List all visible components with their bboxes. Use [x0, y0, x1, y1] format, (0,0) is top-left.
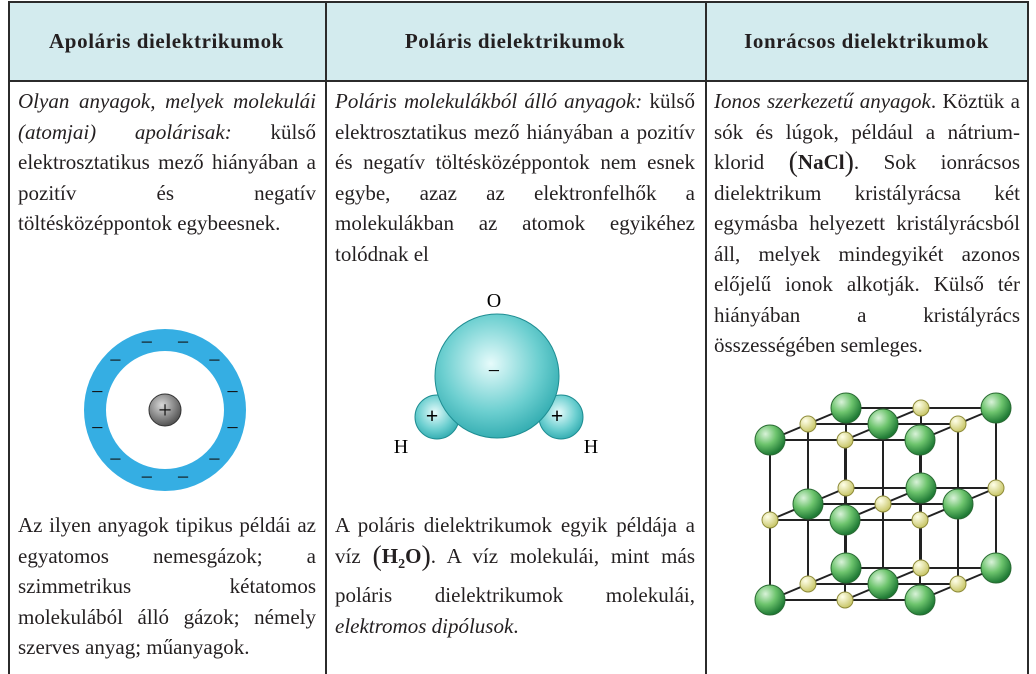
shell-charge: − — [141, 329, 153, 354]
sodium-ion — [799, 415, 817, 433]
header-cell: Poláris dielektrikumok — [325, 2, 705, 80]
text-run: H — [381, 543, 399, 568]
text-run: . Sok ionrácsos dielektrikum kristályrác… — [714, 150, 1020, 357]
sodium-ion — [987, 479, 1005, 497]
header-cell: Ionrácsos dielektrikumok — [705, 2, 1028, 80]
atom-label: H — [394, 436, 408, 458]
chlorine-ion — [980, 392, 1012, 424]
chlorine-ion — [942, 488, 974, 520]
shell-charge: − — [177, 329, 189, 354]
text-run: külső elektrosztatikus mező hiányában a … — [335, 89, 695, 266]
text-run: NaCl — [797, 150, 845, 174]
text-run: ) — [844, 147, 854, 178]
text-run: ( — [372, 540, 382, 572]
cell-text: Olyan anyagok, melyek molekulái (atomjai… — [18, 86, 316, 239]
chlorine-ion — [904, 584, 936, 616]
table-border — [8, 80, 1028, 82]
text-run: A poláris dielektrikumok egyik példája a… — [335, 513, 695, 568]
chlorine-ion — [867, 568, 899, 600]
text-run: ) — [421, 540, 431, 572]
sodium-ion — [761, 511, 779, 529]
text-run: külső elektrosztatikus mező hiányában a … — [18, 119, 316, 236]
shell-charge: − — [109, 446, 121, 471]
oxygen-atom — [434, 313, 560, 439]
text-run: elektromos dipólusok — [335, 613, 514, 638]
nucleus — [148, 393, 182, 427]
sodium-ion — [874, 495, 892, 513]
table-border — [705, 1, 707, 674]
shell-charge: − — [109, 348, 121, 373]
text-run: 2 — [398, 556, 406, 572]
table-border — [325, 1, 327, 674]
table-border — [1027, 1, 1029, 674]
text-run: . A víz molekulái, mint más poláris diel… — [335, 543, 695, 608]
sodium-ion — [911, 511, 929, 529]
header-cell: Apoláris dielektrikumok — [8, 2, 325, 80]
cell-text: Poláris molekulákból álló anyagok: külső… — [335, 86, 695, 269]
chlorine-ion — [830, 552, 862, 584]
shell-charge: − — [141, 465, 153, 490]
shell-charge: − — [208, 446, 220, 471]
atom-label: H — [584, 436, 598, 458]
shell-charge: − — [91, 415, 103, 440]
shell-charge: − — [91, 379, 103, 404]
charge-label: + — [551, 403, 564, 428]
chlorine-ion — [905, 472, 937, 504]
sodium-ion — [912, 399, 930, 417]
chlorine-ion — [829, 504, 861, 536]
text-run: Poláris molekulákból álló anyagok: — [335, 89, 643, 113]
water-figure: O − + + H H — [394, 290, 598, 458]
shell-charge: − — [177, 465, 189, 490]
chlorine-ion — [980, 552, 1012, 584]
cell-text: A poláris dielektrikumok egyik példája a… — [335, 510, 695, 641]
nucleus-charge: + — [158, 398, 172, 424]
sodium-ion — [912, 559, 930, 577]
text-run: ( — [788, 147, 798, 178]
table-border — [8, 1, 10, 674]
chlorine-ion — [754, 584, 786, 616]
text-run: Ionos szerkezetű anyagok — [714, 89, 931, 113]
text-run: O — [405, 543, 422, 568]
cell-text: Az ilyen anyagok tipikus példái az egyat… — [18, 510, 316, 663]
electron-shell — [84, 329, 246, 491]
table-border — [8, 1, 1028, 3]
text-run: . Köztük a sók és lúgok, például a nátri… — [714, 89, 1020, 174]
crystal-figure — [754, 392, 1012, 616]
sodium-ion — [836, 431, 854, 449]
sodium-ion — [949, 415, 967, 433]
atom-label: O — [487, 290, 501, 312]
chlorine-ion — [904, 424, 936, 456]
shell-charge: − — [226, 415, 238, 440]
shell-charge: − — [208, 348, 220, 373]
sodium-ion — [837, 479, 855, 497]
cell-text: Ionos szerkezetű anyagok. Köztük a sók é… — [714, 86, 1020, 361]
sodium-ion — [949, 575, 967, 593]
chlorine-ion — [792, 488, 824, 520]
text-run: Az ilyen anyagok tipikus példái az egyat… — [18, 513, 316, 659]
chlorine-ion — [867, 408, 899, 440]
charge-label: − — [488, 358, 500, 383]
chlorine-ion — [754, 424, 786, 456]
atom-figure: + −−−−−−−−−−−− — [84, 329, 246, 491]
sodium-ion — [799, 575, 817, 593]
charge-label: + — [426, 403, 439, 428]
shell-charge: − — [226, 379, 238, 404]
chlorine-ion — [830, 392, 862, 424]
sodium-ion — [836, 591, 854, 609]
text-run: Olyan anyagok, melyek molekulái (atomjai… — [18, 89, 316, 144]
text-run: . — [513, 613, 519, 638]
